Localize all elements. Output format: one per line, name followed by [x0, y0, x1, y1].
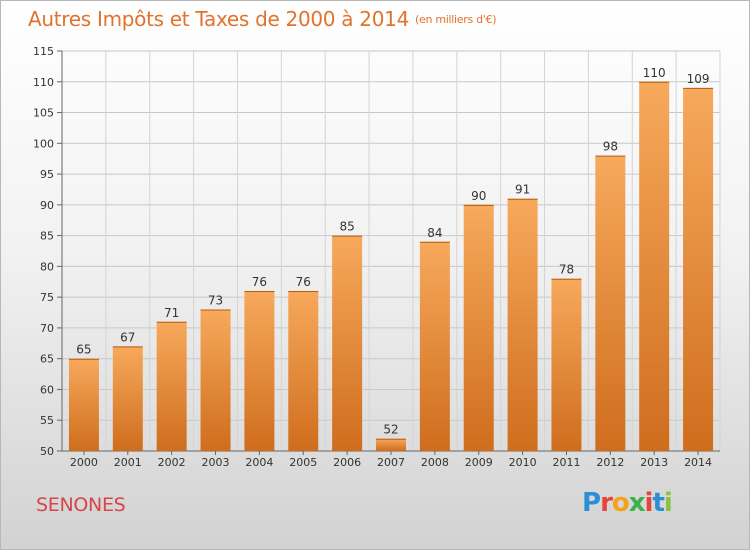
x-tick-label-2002: 2002: [158, 456, 186, 469]
chart-unit: (en milliers d'€): [415, 13, 497, 26]
logo-letter: r: [600, 488, 613, 518]
bar-2012: [595, 155, 626, 451]
y-tick-label: 70: [40, 322, 54, 335]
y-tick-label: 75: [40, 291, 54, 304]
value-label-2006: 85: [339, 220, 354, 234]
x-tick-label-2003: 2003: [202, 456, 230, 469]
y-tick-label: 55: [40, 414, 54, 427]
bar-2009: [463, 204, 494, 451]
x-tick-label-2009: 2009: [465, 456, 493, 469]
logo-letter: t: [652, 488, 664, 518]
bars: [68, 81, 714, 452]
commune-name: SENONES: [36, 494, 126, 516]
x-tick-label-2005: 2005: [289, 456, 317, 469]
y-tick-label: 105: [33, 107, 54, 120]
bar-2007: [376, 438, 406, 451]
x-tick-label-2011: 2011: [552, 456, 580, 469]
bar-2003: [200, 309, 231, 451]
x-tick-label-2010: 2010: [509, 456, 537, 469]
value-label-2003: 73: [208, 293, 223, 307]
y-tick-label: 60: [40, 383, 54, 396]
value-label-2014: 109: [687, 72, 710, 86]
bar-2008: [419, 241, 450, 451]
chart-title-text: Autres Impôts et Taxes de 2000 à 2014: [28, 7, 409, 31]
bar-2014: [683, 87, 714, 451]
y-tick-label: 100: [33, 137, 54, 150]
value-label-2007: 52: [383, 423, 398, 437]
proxiti-logo: Proxiti: [582, 488, 673, 518]
value-label-2013: 110: [643, 66, 666, 80]
y-tick-label: 90: [40, 199, 54, 212]
y-tick-label: 115: [33, 45, 54, 58]
bar-2005: [288, 291, 319, 451]
y-tick-label: 50: [40, 445, 54, 458]
bar-2011: [551, 278, 582, 451]
x-tick-label-2006: 2006: [333, 456, 361, 469]
value-label-2011: 78: [559, 263, 574, 277]
value-label-2000: 65: [76, 343, 91, 357]
bar-2010: [507, 198, 538, 451]
bar-2002: [156, 321, 187, 451]
value-label-2002: 71: [164, 306, 179, 320]
bar-2004: [244, 291, 275, 451]
logo-letter: o: [611, 488, 630, 518]
value-label-2005: 76: [296, 275, 311, 289]
value-label-2010: 91: [515, 183, 530, 197]
x-tick-label-2007: 2007: [377, 456, 405, 469]
value-label-2008: 84: [427, 226, 442, 240]
labels: 65 67 71 73 76 76 85 52 84 90 91 78 98 110 109: [76, 66, 709, 437]
y-tick-label: 65: [40, 353, 54, 366]
x-tick-label-2012: 2012: [596, 456, 624, 469]
logo-letter: P: [582, 488, 601, 518]
logo-letter: x: [628, 488, 646, 518]
chart-title: Autres Impôts et Taxes de 2000 à 2014 (en…: [28, 7, 496, 31]
y-tick-label: 80: [40, 260, 54, 273]
x-tick-label-2000: 2000: [70, 456, 98, 469]
value-label-2004: 76: [252, 275, 267, 289]
y-tick-label: 85: [40, 230, 54, 243]
bar-2013: [639, 81, 670, 452]
logo-letter: i: [644, 488, 654, 518]
y-tick-label: 110: [33, 76, 54, 89]
logo-letter: i: [663, 488, 673, 518]
value-label-2001: 67: [120, 330, 135, 344]
y-tick-label: 95: [40, 168, 54, 181]
bar-2006: [332, 235, 363, 451]
value-label-2009: 90: [471, 189, 486, 203]
bar-2001: [112, 346, 143, 451]
x-tick-label-2014: 2014: [684, 456, 712, 469]
value-label-2012: 98: [603, 140, 618, 154]
x-tick-label-2008: 2008: [421, 456, 449, 469]
x-tick-label-2004: 2004: [245, 456, 273, 469]
bar-2000: [68, 358, 99, 451]
x-tick-label-2001: 2001: [114, 456, 142, 469]
x-tick-label-2013: 2013: [640, 456, 668, 469]
